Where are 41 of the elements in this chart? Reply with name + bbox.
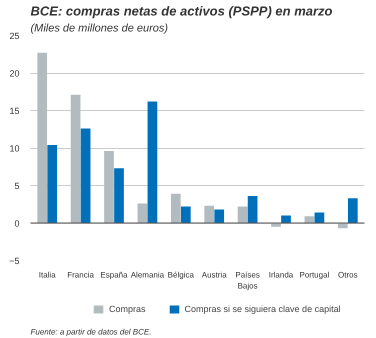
legend-label: Compras — [109, 304, 146, 314]
x-tick-label: Francia — [67, 270, 94, 280]
bar — [114, 168, 124, 223]
legend-label: Compras si se siguiera clave de capital — [184, 304, 341, 314]
y-tick-label: 15 — [9, 106, 20, 116]
y-tick-label: 5 — [14, 181, 20, 191]
x-tick-label: Portugal — [300, 270, 330, 280]
bar — [204, 206, 214, 223]
bar — [248, 196, 258, 223]
bar — [338, 223, 348, 228]
y-tick-label: 25 — [9, 31, 20, 41]
bar — [214, 210, 224, 223]
y-tick-label: 0 — [14, 218, 20, 228]
chart-subtitle: (Miles de millones de euros) — [30, 22, 168, 34]
bar — [148, 102, 158, 223]
x-tick-label: Bélgica — [168, 270, 194, 280]
bar — [138, 204, 148, 223]
x-tick-label: Otros — [338, 270, 358, 280]
x-tick-label: Irlanda — [268, 270, 294, 280]
source-note: Fuente: a partir de datos del BCE. — [30, 327, 152, 336]
bar — [314, 212, 324, 223]
bar — [281, 216, 291, 223]
bar — [238, 206, 248, 223]
bar — [70, 94, 80, 223]
chart-title: BCE: compras netas de activos (PSPP) en marzo — [30, 4, 333, 18]
x-tick-label: España — [100, 270, 128, 280]
x-tick-label: Italia — [38, 270, 56, 280]
x-tick-label: Países Bajos — [235, 270, 260, 290]
y-tick-label: −5 — [9, 256, 20, 266]
x-tick-label: Alemania — [130, 270, 165, 280]
bar — [80, 128, 90, 223]
y-tick-label: 10 — [9, 144, 20, 154]
y-tick-label: 20 — [9, 68, 20, 78]
bar — [170, 194, 181, 223]
bar — [180, 206, 191, 223]
bar — [104, 151, 114, 223]
bar — [271, 223, 281, 227]
bar — [348, 198, 358, 223]
x-tick-label: Austria — [202, 270, 228, 280]
bar — [37, 52, 48, 223]
bar — [47, 145, 58, 223]
